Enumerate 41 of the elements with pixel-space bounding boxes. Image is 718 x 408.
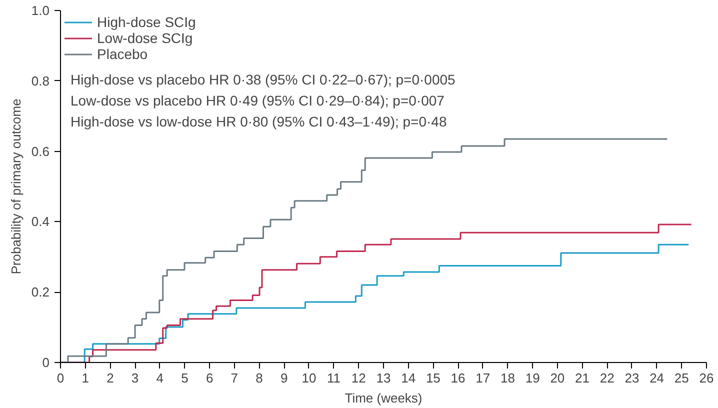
annotation: Low-dose vs placebo HR 0·49 (95% CI 0·29–0·84); p=0·007	[70, 92, 445, 108]
annotation: High-dose vs low-dose HR 0·80 (95% CI 0·43–1·49); p=0·48	[70, 114, 447, 130]
x-axis-title: Time (weeks)	[344, 390, 422, 406]
x-tick-label: 14	[401, 370, 416, 386]
x-tick-label: 20	[550, 370, 565, 386]
x-tick-label: 9	[280, 370, 288, 386]
x-tick-label: 12	[351, 370, 366, 386]
y-tick-label: 0.8	[31, 73, 50, 88]
y-axis-title: Probability of primary outcome	[8, 98, 24, 274]
legend-label: High-dose SCIg	[97, 14, 196, 30]
x-tick-label: 25	[674, 370, 689, 386]
x-tick-label: 24	[650, 370, 664, 386]
y-tick-label: 0.2	[31, 284, 50, 300]
x-tick-label: 23	[624, 370, 640, 386]
x-tick-label: 8	[256, 370, 263, 386]
x-tick-label: 13	[376, 370, 391, 386]
y-tick-label: 0	[42, 355, 50, 370]
legend-label: Placebo	[97, 46, 148, 62]
x-tick-label: 1	[82, 370, 89, 386]
y-tick-label: 1.0	[31, 3, 50, 18]
x-tick-label: 2	[106, 370, 114, 386]
x-tick-label: 3	[131, 370, 139, 386]
x-tick-label: 26	[699, 370, 714, 386]
legend-label: Low-dose SCIg	[97, 30, 193, 46]
annotation: High-dose vs placebo HR 0·38 (95% CI 0·22–0·67); p=0·0005	[70, 72, 456, 88]
x-tick-label: 16	[450, 370, 466, 386]
x-tick-label: 4	[156, 370, 164, 386]
x-tick-label: 10	[302, 370, 316, 386]
x-tick-label: 17	[476, 370, 490, 386]
x-tick-label: 0	[56, 370, 64, 386]
x-tick-label: 18	[500, 370, 515, 386]
x-tick-label: 22	[600, 370, 614, 386]
x-tick-label: 11	[327, 370, 341, 386]
x-tick-label: 19	[525, 370, 540, 386]
x-tick-label: 21	[575, 370, 590, 386]
y-tick-label: 0.4	[31, 214, 50, 230]
x-tick-label: 6	[206, 370, 214, 386]
x-tick-label: 7	[230, 370, 238, 386]
x-tick-label: 15	[426, 370, 440, 386]
x-tick-label: 5	[181, 370, 188, 386]
y-tick-label: 0.6	[31, 144, 50, 159]
